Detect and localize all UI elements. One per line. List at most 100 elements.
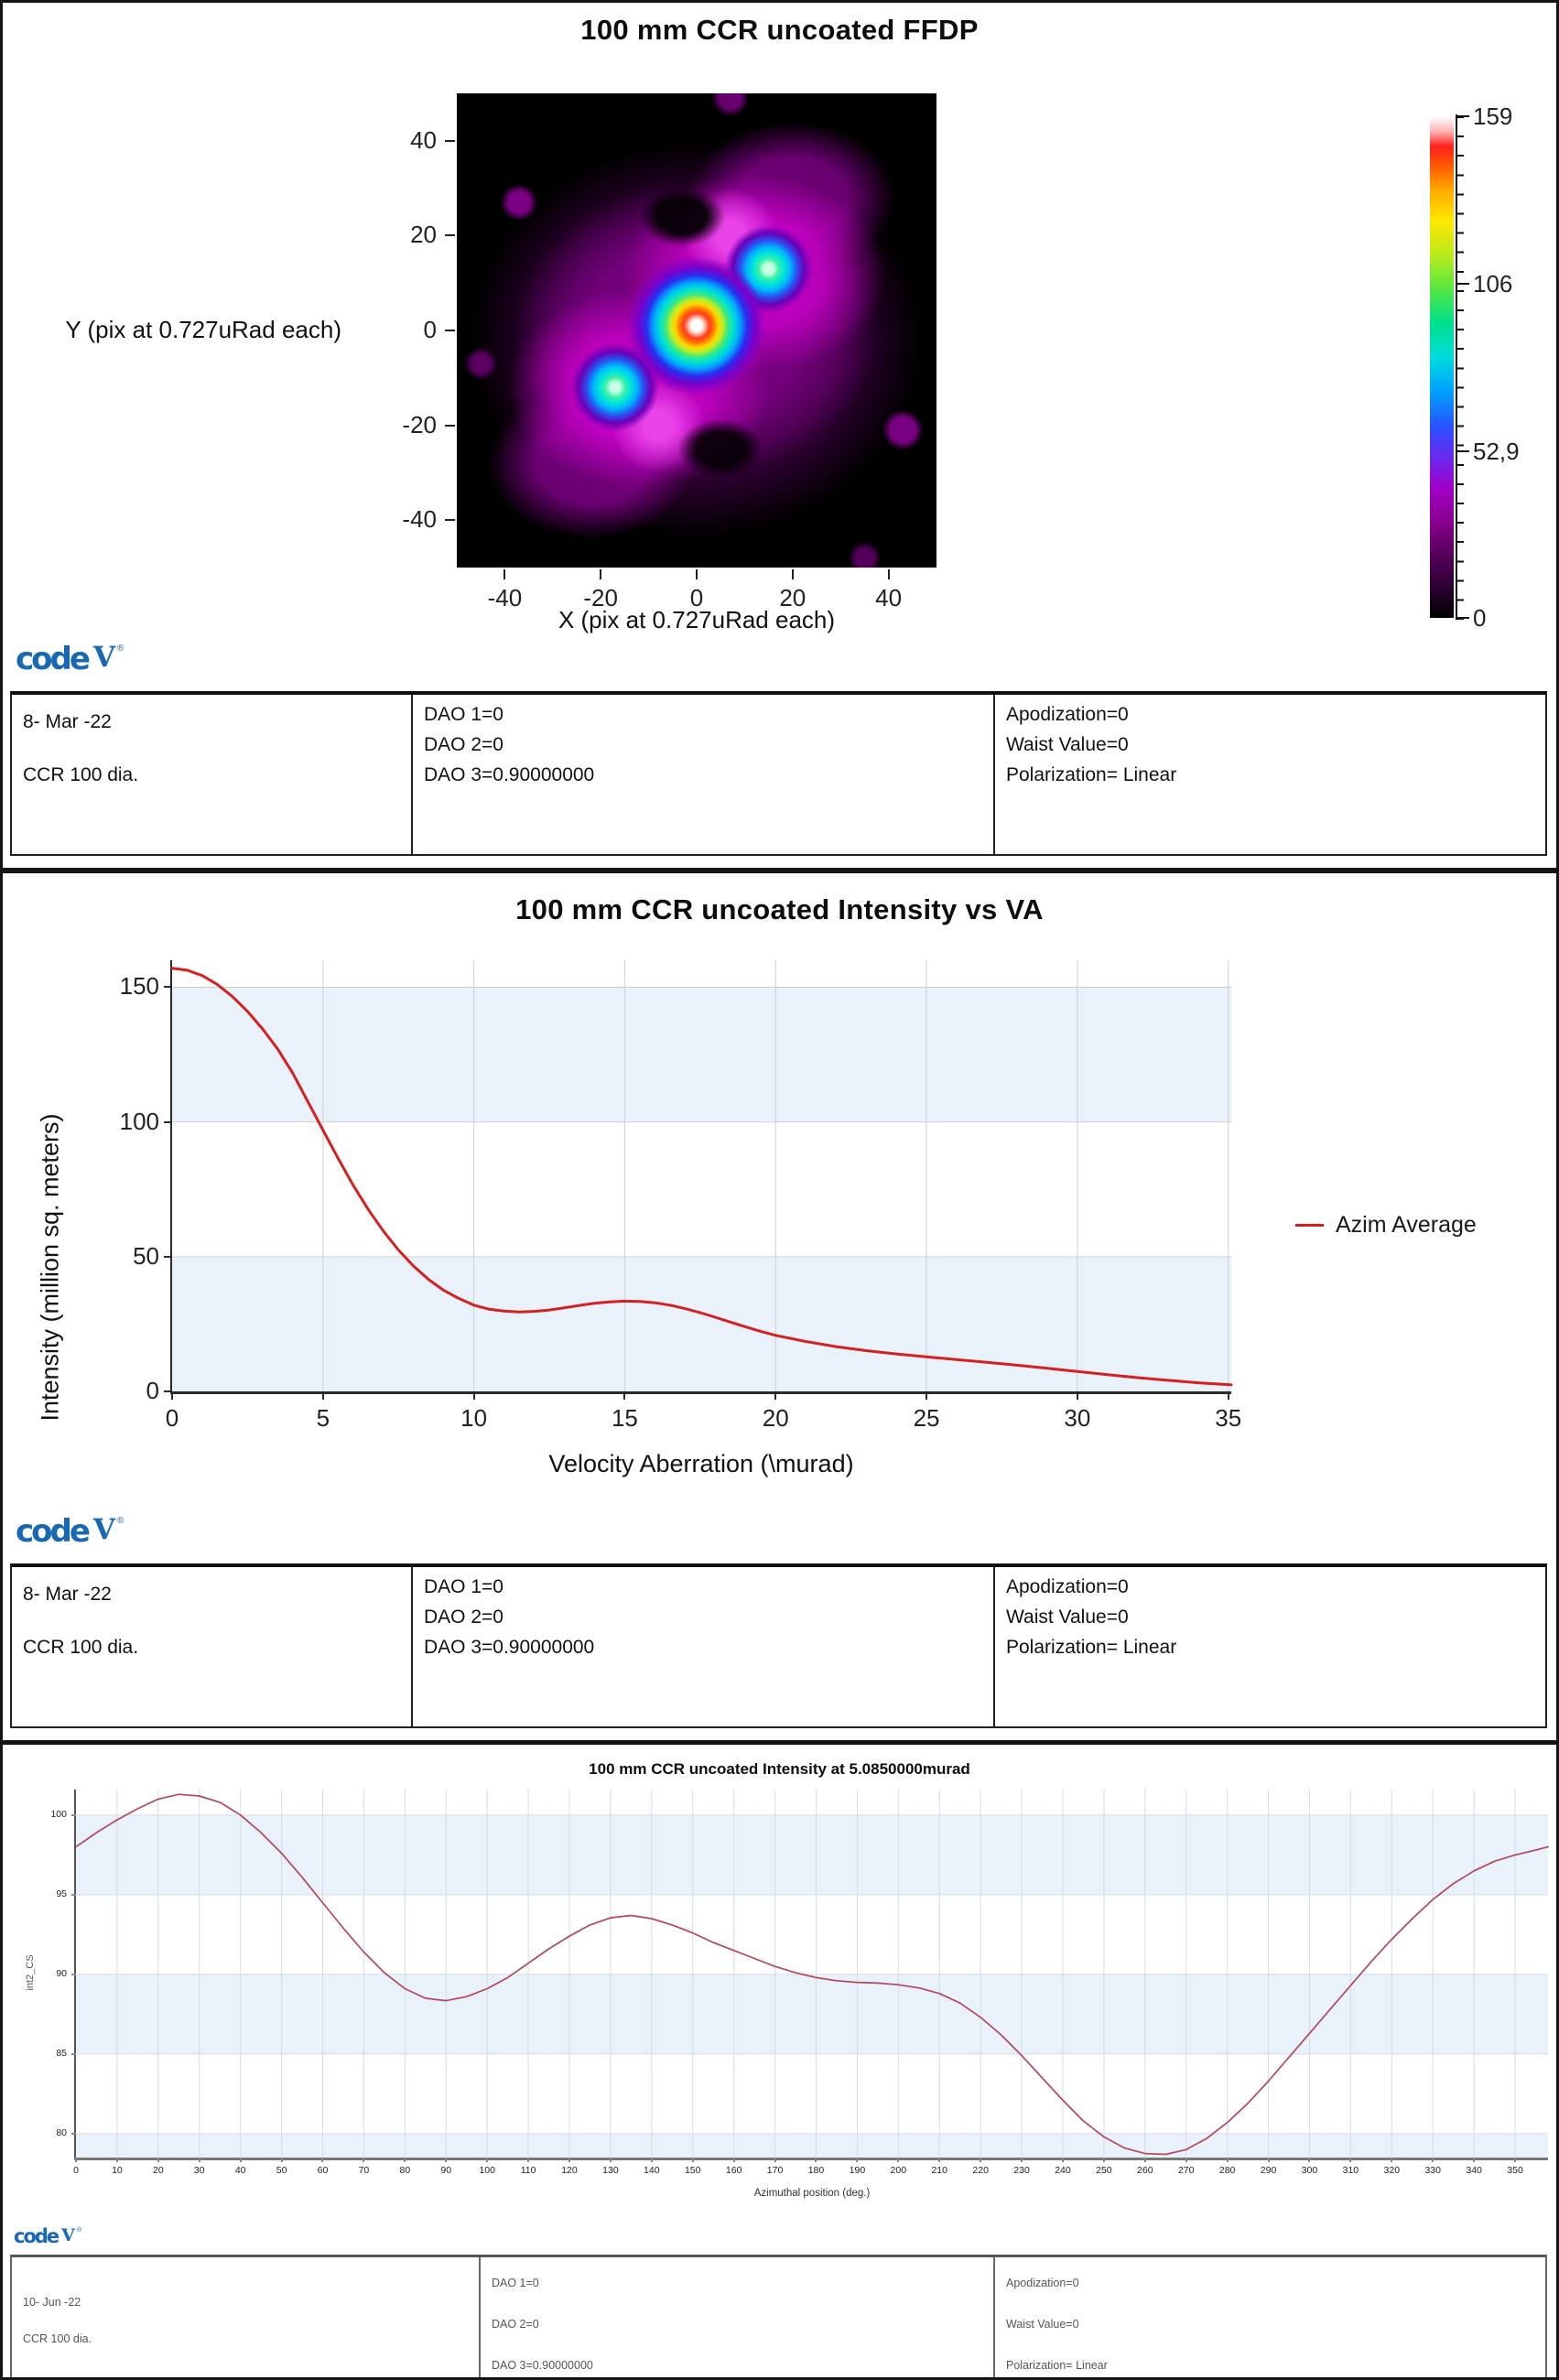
registered-mark: ® [116, 644, 125, 654]
x-tick [980, 2158, 982, 2162]
x-tick-label: 120 [561, 2165, 578, 2176]
x-tick-label: -40 [487, 584, 523, 611]
y-tick-label: 20 [410, 221, 437, 249]
va-plot [170, 960, 1233, 1394]
footer-cell-left: 10- Jun -22 CCR 100 dia. [12, 2257, 479, 2377]
x-tick [774, 1391, 777, 1400]
y-tick [445, 330, 455, 331]
y-tick-label: 150 [119, 972, 159, 1001]
footer-table: 10- Jun -22 CCR 100 dia. DAO 1=0 DAO 2=0… [10, 2255, 1547, 2377]
x-tick-label: 10 [112, 2165, 123, 2176]
ffdp-heatmap [457, 93, 936, 568]
x-tick [404, 2158, 406, 2162]
x-tick-label: 330 [1424, 2165, 1441, 2176]
dao1: DAO 1=0 [492, 2277, 539, 2289]
az-title: 100 mm CCR uncoated Intensity at 5.08500… [589, 1760, 970, 1778]
x-tick [815, 2158, 817, 2162]
x-tick [650, 2158, 653, 2162]
y-tick [71, 2052, 76, 2055]
x-tick [609, 2158, 612, 2162]
apodization: Apodization=0 [1006, 2277, 1079, 2289]
y-tick [445, 424, 455, 427]
y-tick-label: 40 [410, 125, 437, 154]
x-tick-label: 290 [1260, 2165, 1277, 2176]
x-tick-label: 160 [725, 2165, 742, 2176]
x-tick [115, 2158, 118, 2162]
x-tick [791, 569, 794, 579]
x-tick [1473, 2158, 1476, 2162]
x-tick [1267, 2158, 1270, 2162]
dao1: DAO 1=0 [424, 1576, 503, 1597]
x-tick [1308, 2158, 1311, 2162]
y-tick-label: 100 [119, 1107, 159, 1135]
x-tick-label: 130 [602, 2165, 619, 2176]
x-tick-label: 270 [1177, 2165, 1195, 2176]
codev-logo: code V ® [16, 1516, 125, 1548]
x-tick-label: 40 [875, 584, 903, 611]
x-tick-label: 340 [1466, 2165, 1482, 2176]
y-tick [71, 1893, 76, 1896]
x-tick-label: 110 [520, 2165, 536, 2176]
footer-date: 10- Jun -22 [23, 2296, 81, 2309]
x-tick [321, 2158, 324, 2162]
x-tick-label: 20 [152, 2165, 164, 2176]
x-tick [568, 2158, 570, 2162]
x-tick-label: 350 [1507, 2165, 1523, 2176]
ffdp-y-axis-label: Y (pix at 0.727uRad each) [65, 316, 341, 343]
x-tick-label: 220 [972, 2165, 989, 2176]
x-tick-label: 0 [165, 1404, 179, 1432]
apodization: Apodization=0 [1006, 704, 1129, 725]
x-tick-label: 180 [807, 2165, 825, 2176]
codev-logo: code V ® [16, 644, 125, 676]
colorbar-minor-ticks [1457, 116, 1464, 620]
x-tick [157, 2158, 159, 2162]
x-tick [897, 2158, 900, 2162]
legend-label: Azim Average [1336, 1212, 1477, 1238]
footer-cell-left: 8- Mar -22 CCR 100 dia. [12, 695, 411, 854]
panel-divider [3, 1740, 1556, 1745]
x-tick-label: 320 [1383, 2165, 1401, 2176]
footer-cell-params: Apodization=0 Waist Value=0 Polarization… [993, 2257, 1545, 2377]
x-tick-label: 100 [479, 2165, 495, 2176]
y-tick-label: 0 [423, 316, 437, 343]
x-tick [696, 569, 698, 579]
dao2: DAO 2=0 [424, 1606, 503, 1628]
registered-mark: ® [116, 1516, 125, 1526]
x-tick [1102, 2158, 1105, 2162]
y-tick-label: 80 [56, 2127, 67, 2139]
x-tick [1021, 2158, 1023, 2162]
footer-description: CCR 100 dia. [23, 764, 139, 785]
footer-cell-dao: DAO 1=0 DAO 2=0 DAO 3=0.90000000 [411, 1567, 993, 1726]
x-tick [1061, 2158, 1064, 2162]
x-tick-label: 240 [1055, 2165, 1071, 2176]
x-tick-label: 20 [779, 584, 807, 611]
x-tick [527, 2158, 530, 2162]
panel-ffdp: 100 mm CCR uncoated FFDP Y (pix at 0.727… [3, 3, 1556, 871]
x-tick-label: 90 [440, 2165, 452, 2176]
colorbar-tick-label: 0 [1473, 604, 1487, 632]
footer-date: 8- Mar -22 [23, 1584, 112, 1605]
x-tick [1432, 2158, 1434, 2162]
y-tick [445, 139, 455, 142]
x-tick [926, 1391, 928, 1400]
va-title: 100 mm CCR uncoated Intensity vs VA [515, 893, 1044, 925]
x-tick-label: 10 [460, 1404, 488, 1432]
az-plot [74, 1790, 1549, 2160]
y-tick [164, 1255, 172, 1258]
x-tick [1349, 2158, 1352, 2162]
y-tick-label: 85 [56, 2048, 67, 2060]
x-tick-label: 200 [890, 2165, 907, 2176]
y-tick-label: -20 [402, 410, 437, 438]
x-tick-label: 60 [317, 2165, 329, 2176]
colorbar-gradient [1430, 116, 1454, 618]
ffdp-x-axis-label: X (pix at 0.727uRad each) [558, 606, 836, 633]
y-tick [164, 1120, 172, 1123]
panel-intensity-azimuthal: 100 mm CCR uncoated Intensity at 5.08500… [3, 1747, 1556, 2377]
x-tick [623, 1391, 626, 1400]
x-tick [363, 2158, 365, 2162]
y-tick-label: -40 [402, 505, 437, 534]
x-tick-label: 310 [1342, 2165, 1359, 2176]
dao2: DAO 2=0 [492, 2318, 539, 2331]
va-y-axis-label: Intensity (million sq. meters) [36, 1113, 64, 1422]
x-tick-label: 5 [316, 1404, 330, 1432]
